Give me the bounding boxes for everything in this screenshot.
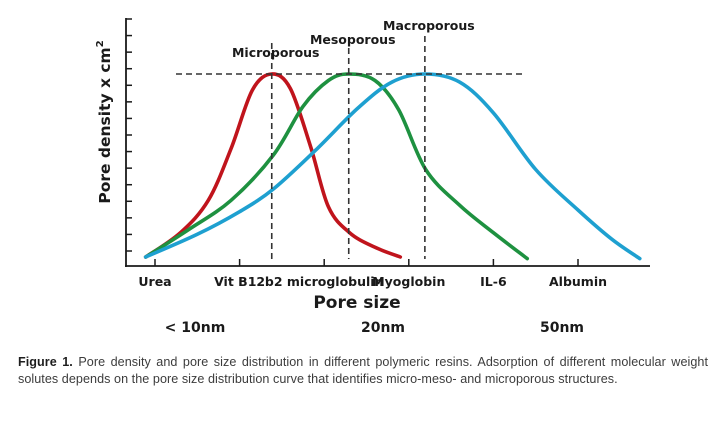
y-axis-title: Pore density x cm2 — [95, 40, 114, 203]
x-tick-label: b2 microglobulin — [265, 274, 384, 289]
series-line-microporous — [143, 72, 403, 259]
x-axis-title: Pore size — [313, 293, 400, 313]
size-labels-group: < 10nm 20nm 50nm — [165, 320, 584, 336]
x-tick-label: Myoglobin — [372, 274, 445, 289]
annotation-mesoporous: Mesoporous — [310, 32, 396, 47]
size-label: 20nm — [361, 320, 405, 336]
guide-lines-group — [176, 36, 525, 259]
curves-group — [143, 72, 642, 261]
x-tick-label: Albumin — [549, 274, 607, 289]
size-label: 50nm — [540, 320, 584, 336]
annotation-microporous: Microporous — [232, 45, 320, 60]
figure-caption: Figure 1. Pore density and pore size dis… — [18, 354, 708, 387]
series-line-macroporous — [143, 72, 642, 261]
size-label: < 10nm — [165, 320, 226, 336]
axes-group — [125, 18, 650, 267]
figure-label: Figure 1. — [18, 355, 73, 369]
y-axis-title-superscript: 2 — [95, 40, 106, 47]
y-axis-title-text: Pore density x cm — [96, 47, 114, 203]
annotation-macroporous: Macroporous — [383, 18, 475, 33]
x-tick-label: Vit B12 — [214, 274, 265, 289]
x-tick-label: IL-6 — [480, 274, 507, 289]
caption-text: Pore density and pore size distribution … — [18, 355, 709, 386]
x-tick-label: Urea — [138, 274, 171, 289]
